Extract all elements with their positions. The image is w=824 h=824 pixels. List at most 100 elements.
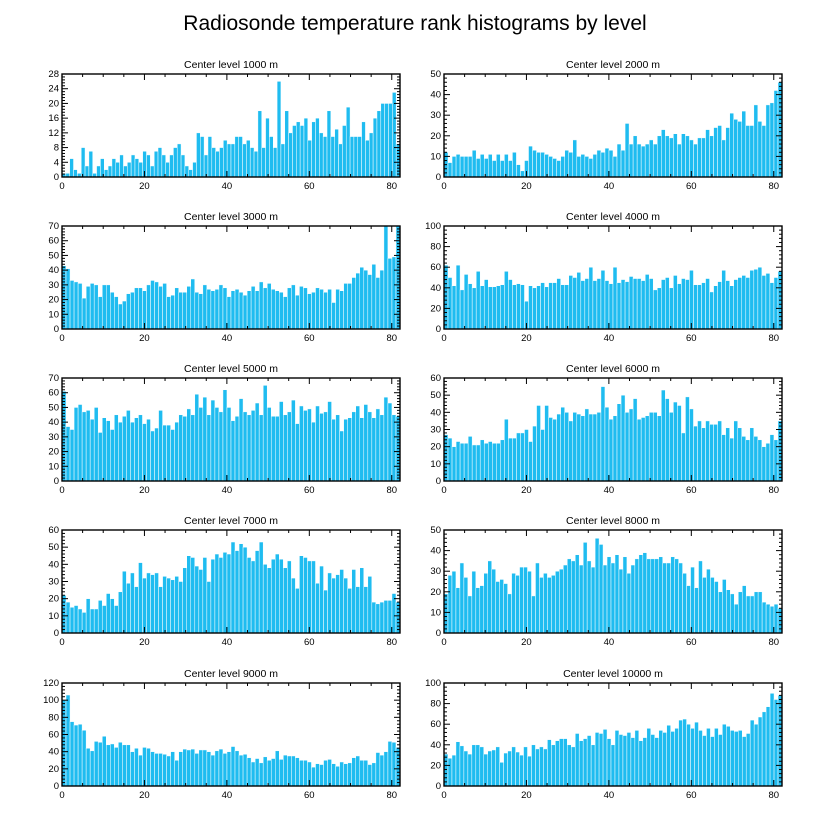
bar — [186, 286, 192, 330]
y-tick-label: 60 — [430, 719, 441, 730]
bar — [677, 405, 682, 482]
y-tick-label: 50 — [430, 525, 441, 536]
bar — [339, 569, 344, 634]
bar — [491, 568, 496, 634]
bar — [596, 149, 602, 178]
bar — [391, 593, 397, 634]
bar — [737, 427, 743, 482]
bar — [495, 746, 500, 787]
bar — [194, 753, 200, 787]
bar — [475, 271, 481, 330]
bars — [61, 385, 401, 482]
bar — [270, 758, 276, 787]
y-tick-label: 20 — [430, 760, 441, 771]
bar — [311, 291, 316, 330]
bar — [515, 575, 520, 634]
bar — [682, 718, 687, 787]
bar — [447, 162, 453, 178]
bar — [507, 750, 512, 787]
bar — [222, 389, 228, 482]
bar — [552, 282, 557, 330]
x-tick-label: 80 — [386, 790, 397, 801]
y-tick-label: 30 — [48, 280, 59, 291]
bar — [80, 147, 86, 178]
bar — [126, 293, 131, 330]
bar — [73, 281, 79, 330]
bar — [150, 751, 155, 787]
bar — [528, 145, 533, 178]
bar — [88, 151, 93, 178]
bar — [726, 589, 731, 634]
figure-title: Radiosonde temperature rank histograms b… — [183, 12, 646, 35]
y-tick-label: 0 — [54, 172, 59, 183]
y-tick-label: 100 — [43, 695, 59, 706]
bar — [741, 275, 747, 330]
bar — [686, 723, 691, 787]
bar — [391, 414, 397, 482]
panels-grid: Center level 1000 m 0 20 40 60 80 0 4 8 12 16 20 24 2… — [43, 59, 783, 801]
bars — [61, 541, 401, 634]
bar — [479, 585, 485, 634]
bar — [335, 766, 340, 787]
bar — [84, 165, 90, 178]
bar — [686, 585, 691, 634]
x-tick-label: 60 — [686, 637, 697, 648]
bar — [576, 272, 582, 330]
bar — [206, 414, 212, 482]
panel-title: Center level 6000 m — [566, 363, 660, 375]
bar — [463, 442, 469, 482]
bar — [455, 154, 461, 178]
x-tick-label: 20 — [521, 181, 532, 192]
bar — [166, 424, 171, 482]
bar — [507, 593, 512, 634]
bar — [295, 757, 300, 787]
bar — [483, 442, 489, 482]
x-tick-label: 40 — [604, 333, 615, 344]
bar — [154, 753, 159, 787]
bar — [527, 570, 532, 634]
bar — [387, 258, 393, 330]
bar — [666, 724, 671, 787]
y-tick-label: 60 — [430, 373, 441, 384]
bar — [548, 282, 553, 330]
bar — [540, 152, 545, 178]
y-tick-label: 30 — [430, 425, 441, 436]
bar — [685, 135, 690, 178]
bar — [127, 162, 132, 178]
bar — [198, 569, 204, 634]
bar — [543, 573, 548, 634]
bar — [551, 575, 556, 634]
bar — [765, 273, 771, 330]
bar — [81, 411, 87, 482]
bar — [375, 277, 381, 330]
bar — [730, 593, 735, 634]
bar — [334, 128, 339, 178]
bar — [745, 595, 751, 634]
bar — [279, 558, 284, 634]
bar — [705, 420, 710, 482]
bar — [359, 760, 365, 787]
bar — [749, 125, 755, 178]
plot-frame — [443, 529, 783, 634]
bar — [134, 417, 139, 482]
bar — [630, 737, 636, 787]
bar — [254, 550, 260, 634]
bar — [706, 568, 711, 634]
bar — [238, 398, 244, 482]
bar — [270, 289, 276, 330]
bar — [65, 426, 71, 482]
bar — [548, 417, 553, 482]
bar — [674, 728, 679, 787]
bar — [503, 752, 508, 787]
bar — [612, 415, 618, 482]
bar — [250, 410, 256, 482]
bar — [610, 744, 616, 787]
bar — [471, 287, 477, 330]
x-tick-label: 60 — [304, 637, 315, 648]
bar — [463, 156, 469, 178]
y-tick-label: 20 — [48, 98, 59, 109]
y-tick-label: 0 — [436, 781, 441, 792]
bar — [319, 764, 324, 787]
bar — [698, 730, 703, 787]
bar — [512, 152, 517, 178]
